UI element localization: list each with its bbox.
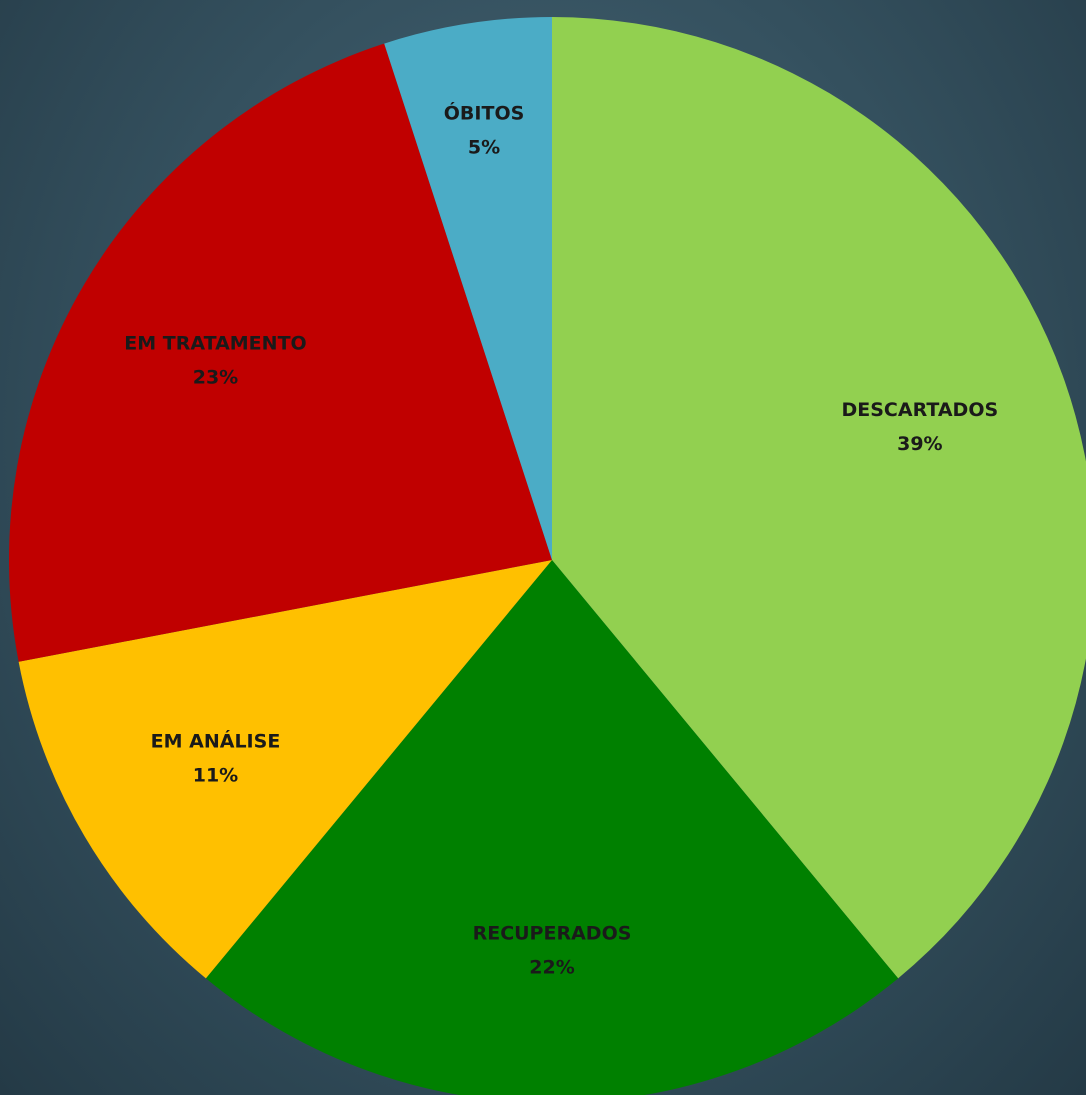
- slice-value-label: 39%: [897, 433, 942, 455]
- slice-label: EM ANÁLISE: [151, 730, 281, 753]
- slice-label: RECUPERADOS: [473, 922, 632, 944]
- slice-value-label: 5%: [468, 136, 500, 158]
- pie-slice: [205, 560, 899, 1095]
- slice-label: DESCARTADOS: [842, 399, 999, 421]
- pie-slice: [384, 17, 552, 560]
- pie-slice: [552, 17, 1086, 979]
- pie-slice: [18, 560, 552, 979]
- slice-value-label: 23%: [193, 366, 238, 388]
- slice-label: ÓBITOS: [444, 100, 525, 124]
- slice-label: EM TRATAMENTO: [124, 332, 306, 354]
- slice-value-label: 11%: [193, 765, 238, 787]
- slice-value-label: 22%: [529, 956, 574, 978]
- pie-slice: [9, 43, 553, 662]
